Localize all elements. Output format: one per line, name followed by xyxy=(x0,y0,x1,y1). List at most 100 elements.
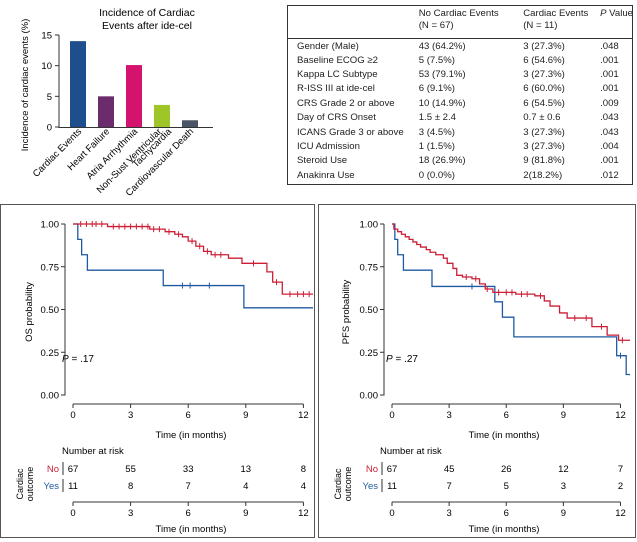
os-risk-count: 33 xyxy=(183,464,194,475)
os-x-tick-label: 0 xyxy=(70,410,75,421)
os-risk-row-label: Yes xyxy=(44,481,60,492)
table-row: Anakinra Use 0 (0.0%) 2(18.2%) .012 xyxy=(287,168,633,182)
pfs-risk-count: 2 xyxy=(618,481,623,492)
os-y-tick-label: 0.50 xyxy=(41,305,60,316)
bar-y-tick-label: 10 xyxy=(41,61,52,72)
table-header-cardiac-n: (N = 11) xyxy=(523,20,558,31)
table-cell: ICANS Grade 3 or above xyxy=(297,126,404,138)
pfs-risk-group-label-line-2: outcome xyxy=(343,467,353,502)
os-risk-count: 4 xyxy=(301,481,306,492)
pfs-risk-count: 5 xyxy=(504,481,509,492)
os-risk-count: 8 xyxy=(301,464,306,475)
pfs-x-tick-label: 3 xyxy=(446,410,451,421)
os-risk-x-tick-label: 3 xyxy=(128,508,133,519)
pfs-risk-x-tick-label: 6 xyxy=(504,508,509,519)
pfs-risk-row-label: Yes xyxy=(363,481,379,492)
table-header-p-value: P Value xyxy=(590,5,633,38)
os-risk-x-tick-label: 12 xyxy=(298,508,309,519)
pfs-curve-no xyxy=(392,223,630,341)
table-cell: R-ISS III at ide-cel xyxy=(297,83,375,95)
pfs-y-tick-label: 0.75 xyxy=(360,262,379,273)
pfs-risk-count: 12 xyxy=(558,464,569,475)
os-risk-group-label-line-1: Cardiac xyxy=(15,468,25,500)
table-cell: .012 xyxy=(600,169,619,181)
table-header-cardiac: Cardiac Events (N = 11) xyxy=(513,5,590,38)
os-risk-count: 13 xyxy=(241,464,252,475)
pfs-risk-group-label-line-1: Cardiac xyxy=(333,468,343,500)
pfs-risk-x-tick-label: 0 xyxy=(389,508,394,519)
pfs-x-axis-label: Time (in months) xyxy=(469,430,540,441)
bar-chart-title-line-2: Events after ide-cel xyxy=(102,20,192,32)
table-cell: .043 xyxy=(600,126,619,138)
pfs-risk-count: 7 xyxy=(618,464,623,475)
bar-0 xyxy=(70,41,86,128)
os-p-value-rest: = .17 xyxy=(69,354,95,365)
bar-y-tick-label: 0 xyxy=(47,123,52,134)
table-cell: .001 xyxy=(600,54,619,66)
pfs-risk-count: 7 xyxy=(446,481,451,492)
table-cell: Baseline ECOG ≥2 xyxy=(297,54,378,66)
table-header-row: No Cardiac Events (N = 67) Cardiac Event… xyxy=(287,5,633,38)
table-header-empty xyxy=(287,5,409,38)
pfs-y-tick-label: 0.50 xyxy=(360,305,379,316)
table-cell: 6 (54.5%) xyxy=(523,97,565,109)
pfs-x-tick-label: 12 xyxy=(615,410,626,421)
os-x-tick-label: 12 xyxy=(298,410,309,421)
os-number-at-risk-title: Number at risk xyxy=(62,446,124,457)
bar-category-label: Cardiac Events xyxy=(31,126,85,180)
table-cell: 3 (4.5%) xyxy=(418,126,455,138)
table-cell: .001 xyxy=(600,83,619,95)
os-x-tick-label: 9 xyxy=(243,410,248,421)
pfs-risk-count: 67 xyxy=(387,464,398,475)
table-header-no-cardiac-label: No Cardiac Events xyxy=(418,8,499,19)
table-cell: 1.5 ± 2.4 xyxy=(418,112,456,124)
table-row: Kappa LC Subtype 53 (79.1%) 3 (27.3%) .001 xyxy=(287,67,633,81)
table-row: R-ISS III at ide-cel 6 (9.1%) 6 (60.0%) .00… xyxy=(287,82,633,96)
pfs-risk-x-tick-label: 9 xyxy=(561,508,566,519)
os-risk-x-tick-label: 6 xyxy=(186,508,191,519)
table-cell: .048 xyxy=(600,41,619,53)
table-cell: 53 (79.1%) xyxy=(418,68,466,80)
pfs-p-value-rest: = .27 xyxy=(393,354,419,365)
table-cell: 6 (9.1%) xyxy=(418,83,455,95)
pfs-risk-count: 3 xyxy=(561,481,566,492)
pfs-kaplan-meier-plot: PFS probability Time (in months) P = .27… xyxy=(318,204,636,538)
os-y-tick-label: 1.00 xyxy=(41,220,60,231)
table-cell: .001 xyxy=(600,155,619,167)
os-y-tick-label: 0.00 xyxy=(41,391,60,402)
bar-chart-title-line-1: Incidence of Cardiac xyxy=(99,7,195,19)
os-p-value: P = .17 xyxy=(62,354,94,365)
bar-y-tick-label: 5 xyxy=(47,92,52,103)
table-header-p-value-label: P Value xyxy=(600,8,633,19)
table-cell: 5 (7.5%) xyxy=(418,54,455,66)
table-cell: .004 xyxy=(600,140,619,152)
pfs-risk-count: 11 xyxy=(387,481,397,492)
os-risk-x-axis-label: Time (in months) xyxy=(156,524,227,535)
os-curve-yes xyxy=(73,223,313,309)
pfs-risk-x-tick-label: 3 xyxy=(446,508,451,519)
pfs-risk-x-axis-label: Time (in months) xyxy=(469,524,540,535)
table-row: ICU Admission 1 (1.5%) 3 (27.3%) .004 xyxy=(287,139,633,153)
pfs-y-tick-label: 1.00 xyxy=(360,220,379,231)
table-cell: 2(18.2%) xyxy=(523,169,563,181)
table-cell: 6 (60.0%) xyxy=(523,83,565,95)
table-cell: 10 (14.9%) xyxy=(418,97,466,109)
table-header-no-cardiac-n: (N = 67) xyxy=(418,20,454,31)
os-y-tick-label: 0.75 xyxy=(41,262,60,273)
pfs-panel-frame xyxy=(318,204,636,538)
pfs-y-tick-label: 0.25 xyxy=(360,348,379,359)
bar-4 xyxy=(182,120,198,127)
bar-3 xyxy=(154,104,170,127)
pfs-x-tick-label: 9 xyxy=(561,410,566,421)
os-risk-count: 4 xyxy=(243,481,248,492)
table-row: Baseline ECOG ≥2 5 (7.5%) 6 (54.6%) .001 xyxy=(287,53,633,67)
table-cell: 6 (54.6%) xyxy=(523,54,565,66)
table-cell: .009 xyxy=(600,97,619,109)
table-cell: Day of CRS Onset xyxy=(297,112,376,124)
characteristics-table: No Cardiac Events (N = 67) Cardiac Event… xyxy=(287,5,633,182)
os-risk-x-tick-label: 9 xyxy=(243,508,248,519)
table-row: Day of CRS Onset 1.5 ± 2.4 0.7 ± 0.6 .043 xyxy=(287,110,633,124)
os-risk-count: 55 xyxy=(125,464,136,475)
pfs-x-tick-label: 0 xyxy=(389,410,394,421)
